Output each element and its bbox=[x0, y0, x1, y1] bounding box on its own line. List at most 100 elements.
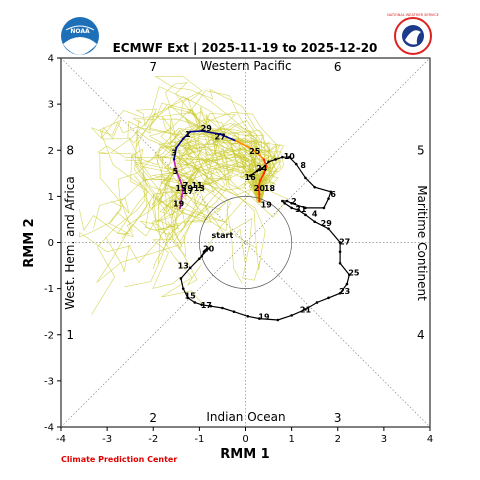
phase-number: 4 bbox=[417, 328, 425, 342]
diagonal-line bbox=[60, 57, 431, 428]
observed-point bbox=[338, 241, 342, 244]
day-label: 15 bbox=[175, 184, 187, 193]
observed-point bbox=[285, 199, 289, 203]
x-tick-label: -1 bbox=[194, 434, 204, 445]
observed-point bbox=[313, 220, 316, 224]
observed-point bbox=[329, 190, 333, 194]
day-label: 25 bbox=[348, 268, 360, 277]
ensemble-mean-point bbox=[218, 132, 222, 136]
day-label: 3 bbox=[171, 149, 177, 158]
day-label: 19 bbox=[261, 201, 273, 210]
x-tick-label: -2 bbox=[148, 434, 158, 445]
ensemble-mean-point bbox=[200, 129, 203, 133]
day-label: 10 bbox=[284, 152, 296, 161]
day-label: 19 bbox=[258, 312, 270, 321]
observed-point bbox=[202, 250, 206, 254]
credit-text: Climate Prediction Center bbox=[61, 455, 177, 464]
day-label: 1 bbox=[185, 130, 191, 139]
observed-point bbox=[193, 301, 197, 304]
observed-point bbox=[338, 250, 342, 254]
day-label: 29 bbox=[201, 124, 213, 133]
day-label: 25 bbox=[249, 147, 261, 156]
ensemble-mean-point bbox=[178, 206, 182, 210]
diagonal-line bbox=[60, 57, 431, 428]
observed-point bbox=[327, 296, 330, 300]
observed-point bbox=[288, 155, 291, 159]
day-label: 8 bbox=[300, 161, 306, 170]
ensemble-member-line bbox=[151, 163, 279, 306]
start-label: start bbox=[212, 231, 234, 240]
ensemble-mean-point bbox=[175, 169, 178, 173]
day-label: 21 bbox=[300, 305, 312, 314]
phase-number: 7 bbox=[149, 60, 157, 74]
day-label: 5 bbox=[173, 167, 179, 176]
ensemble-member-line bbox=[108, 148, 260, 235]
ensemble-mean-point bbox=[265, 165, 268, 168]
y-tick-label: -2 bbox=[44, 330, 54, 341]
observed-point bbox=[347, 273, 351, 277]
observed-point bbox=[313, 185, 316, 189]
observed-point bbox=[258, 317, 261, 320]
observed-point bbox=[209, 304, 213, 308]
observed-point bbox=[221, 306, 224, 310]
unit-circle bbox=[199, 196, 292, 289]
day-label: 19 bbox=[173, 199, 185, 208]
ensemble-member-line bbox=[124, 152, 259, 288]
observed-point bbox=[322, 206, 326, 210]
observed-point bbox=[281, 199, 284, 203]
noaa-logo-text: NOAA bbox=[70, 28, 90, 35]
ensemble-member-line bbox=[173, 125, 260, 242]
phase-diagonals bbox=[60, 57, 431, 428]
observed-point bbox=[327, 227, 330, 230]
region-top: Western Pacific bbox=[200, 59, 291, 73]
observed-point bbox=[267, 160, 270, 164]
observed-point bbox=[304, 213, 307, 217]
observed-point bbox=[290, 201, 293, 205]
observed-point bbox=[294, 162, 298, 166]
amplitude-circle bbox=[199, 196, 292, 289]
day-label: 17 bbox=[201, 301, 212, 310]
ensemble-mean-point bbox=[179, 202, 183, 205]
ensemble-member-line bbox=[159, 147, 268, 216]
x-tick-label: -4 bbox=[56, 434, 66, 445]
ensemble-mean-segment bbox=[235, 140, 265, 161]
phase-number: 2 bbox=[149, 411, 157, 425]
observed-point bbox=[188, 266, 192, 270]
observed-point bbox=[246, 315, 250, 318]
y-tick-label: 4 bbox=[48, 54, 54, 65]
x-tick-label: 2 bbox=[335, 434, 341, 445]
day-label: 4 bbox=[312, 209, 318, 218]
y-tick-label: -3 bbox=[44, 376, 54, 387]
ensemble-mean-point bbox=[258, 192, 261, 196]
observed-point bbox=[304, 176, 307, 180]
observed-point bbox=[345, 282, 349, 286]
ensemble-mean-point bbox=[182, 137, 185, 140]
x-tick-label: 1 bbox=[288, 434, 294, 445]
x-axis-label: RMM 1 bbox=[220, 447, 269, 462]
observed-point bbox=[200, 303, 203, 307]
ensemble-member-line bbox=[174, 131, 284, 222]
observed-point bbox=[290, 314, 293, 317]
day-label: 18 bbox=[264, 184, 276, 193]
phase-number: 5 bbox=[417, 143, 425, 157]
region-right: Maritime Continent bbox=[415, 185, 429, 301]
ensemble-mean-point bbox=[178, 179, 182, 182]
phase-number: 6 bbox=[334, 60, 342, 74]
observed-trajectory bbox=[179, 155, 351, 322]
observed-point bbox=[255, 169, 259, 173]
nws-logo-text: NATIONAL WEATHER SERVICE bbox=[387, 13, 439, 17]
observed-point bbox=[297, 208, 300, 212]
ensemble-mean-point bbox=[258, 199, 261, 203]
ensemble-mean-point bbox=[262, 158, 266, 161]
x-tick-label: 3 bbox=[381, 434, 387, 445]
observed-point bbox=[200, 255, 203, 258]
observed-point bbox=[276, 318, 280, 322]
observed-point bbox=[248, 174, 252, 177]
ensemble-mean-point bbox=[262, 172, 266, 175]
ensemble-mean-point bbox=[259, 179, 262, 182]
day-label: 27 bbox=[215, 132, 226, 141]
observed-point bbox=[232, 310, 236, 313]
observed-point bbox=[304, 206, 307, 210]
